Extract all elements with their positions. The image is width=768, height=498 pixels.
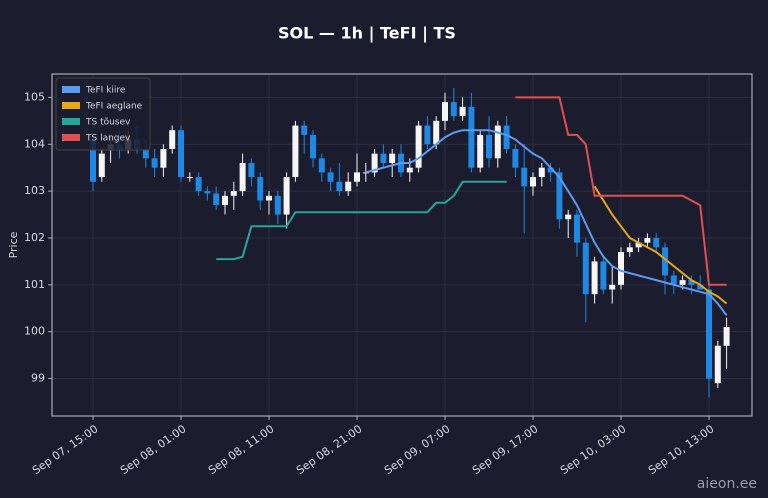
candle-body	[670, 275, 677, 285]
candle-body	[213, 193, 220, 206]
candle-body	[697, 284, 704, 290]
candle-body	[494, 125, 501, 159]
candle-body	[424, 125, 431, 145]
candle-body	[521, 167, 528, 187]
candle-body	[274, 195, 281, 215]
candle-body	[98, 153, 105, 178]
candle-body	[679, 280, 686, 285]
candle-body	[204, 191, 211, 194]
chart-title: SOL — 1h | TeFI | TS	[278, 24, 456, 44]
legend-swatch	[62, 102, 80, 109]
candle-body	[169, 130, 176, 149]
candle-body	[706, 289, 712, 379]
candle-body	[345, 181, 352, 192]
candle-body	[530, 177, 536, 187]
candle-body	[186, 177, 193, 179]
y-tick-label: 103	[24, 184, 45, 197]
indicator-line	[515, 96, 727, 286]
legend-label: TeFI kiire	[85, 86, 126, 96]
candle-body	[662, 247, 668, 276]
candle-body	[178, 130, 184, 178]
candle-body	[486, 134, 492, 159]
candle-body	[336, 181, 343, 192]
candle-body	[723, 326, 730, 346]
candle-body	[90, 139, 96, 182]
candle-body	[257, 177, 264, 201]
y-tick-label: 100	[24, 325, 45, 338]
candle-body	[222, 195, 228, 206]
indicator-line	[593, 185, 728, 305]
watermark: aieon.ee	[697, 476, 757, 492]
candle-body	[230, 191, 237, 196]
legend-label: TS tõusev	[85, 118, 131, 128]
legend-label: TS langev	[85, 134, 131, 144]
candle-body	[371, 153, 378, 173]
candle-body	[574, 214, 580, 243]
candle-body	[477, 134, 484, 168]
candle-body	[239, 163, 246, 192]
plot-frame	[51, 73, 753, 417]
candle-body	[468, 106, 475, 168]
candle-body	[600, 261, 607, 290]
candle-body	[248, 163, 255, 178]
candle-body	[151, 158, 158, 168]
legend-swatch	[62, 118, 80, 125]
candle-body	[565, 214, 572, 220]
candle-body	[433, 120, 440, 145]
legend-swatch	[62, 86, 80, 93]
candle-body	[538, 167, 545, 178]
candle-body	[512, 148, 519, 168]
candle-body	[327, 172, 334, 182]
y-tick-label: 101	[24, 278, 45, 291]
indicator-line	[365, 129, 728, 316]
candle-body	[644, 237, 651, 243]
legend-label: TeFI aeglane	[85, 102, 143, 112]
candle-body	[618, 252, 624, 285]
candle-body	[362, 172, 369, 174]
candle-body	[688, 280, 695, 285]
candle-body	[591, 261, 598, 295]
candle-body	[609, 284, 616, 290]
candle-body	[450, 102, 457, 117]
y-axis-label: Price	[7, 231, 20, 258]
candle-body	[582, 242, 589, 295]
candle-body	[283, 177, 290, 215]
legend-swatch	[62, 134, 80, 141]
y-tick-label: 105	[24, 90, 45, 103]
candle-body	[301, 125, 308, 135]
y-tick-label: 102	[24, 231, 45, 244]
candle-body	[503, 125, 510, 149]
candle-body	[556, 172, 563, 220]
candle-body	[380, 153, 387, 164]
candle-body	[195, 177, 202, 192]
candle-body	[459, 106, 466, 117]
legend-box	[55, 77, 151, 151]
candle-body	[626, 247, 633, 253]
candle-body	[160, 148, 167, 168]
candle-body	[442, 102, 448, 121]
candle-body	[415, 125, 422, 168]
candle-body	[714, 345, 721, 384]
candle-body	[318, 158, 325, 173]
y-tick-label: 104	[24, 137, 45, 150]
candle-body	[635, 242, 642, 248]
candle-body	[406, 167, 413, 173]
candle-body	[389, 153, 396, 164]
candle-body	[266, 195, 272, 201]
candle-body	[292, 125, 299, 178]
candle-body	[310, 134, 316, 159]
candle-body	[547, 167, 554, 173]
y-tick-label: 99	[31, 372, 45, 385]
candle-body	[653, 237, 660, 248]
indicator-line	[216, 180, 507, 261]
candle-body	[142, 148, 149, 159]
candle-body	[354, 172, 360, 182]
